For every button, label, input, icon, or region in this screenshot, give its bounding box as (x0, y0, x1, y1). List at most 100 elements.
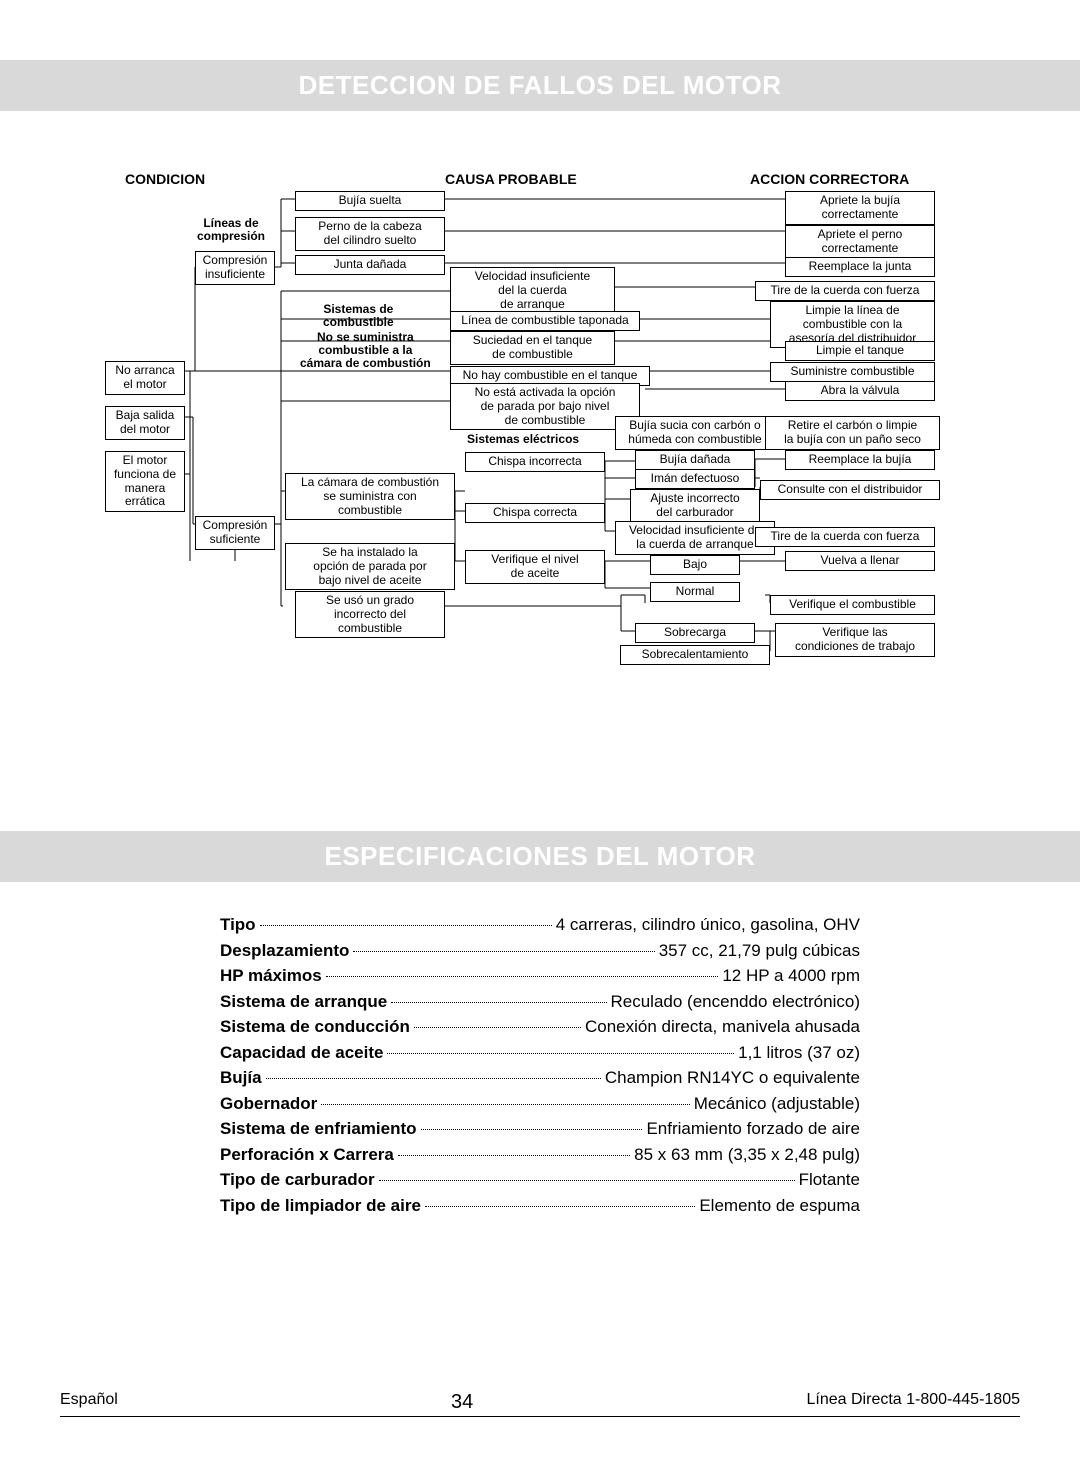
spec-dots (353, 951, 654, 952)
diagram-box-no_arranca: No arranca el motor (105, 361, 185, 395)
spec-row: Sistema de arranque Reculado (encenddo el… (220, 989, 860, 1015)
diagram-box-suciedad: Suciedad en el tanque de combustible (450, 331, 615, 365)
diagram-box-baja_salida: Baja salida del motor (105, 406, 185, 440)
diagram-box-bujia_danada: Bujía dañada (635, 450, 755, 470)
spec-dots (425, 1206, 695, 1207)
spec-value: 357 cc, 21,79 pulg cúbicas (659, 938, 860, 964)
page-footer: Español 34 Línea Directa 1-800-445-1805 (60, 1391, 1020, 1417)
spec-row: Perforación x Carrera 85 x 63 mm (3,35 x … (220, 1142, 860, 1168)
spec-row: Bujía Champion RN14YC o equivalente (220, 1065, 860, 1091)
diagram-box-iman: Imán defectuoso (635, 469, 755, 489)
spec-label: Sistema de enfriamiento (220, 1116, 417, 1142)
diagram-box-verif_nivel: Verifique el nivel de aceite (465, 550, 605, 584)
diagram-box-apriete_perno: Apriete el perno correctamente (785, 225, 935, 259)
diagram-label-sistemas_comb: Sistemas de combustible (323, 303, 394, 329)
diagram-box-vuelva_llenar: Vuelva a llenar (785, 551, 935, 571)
diagram-box-verif_cond: Verifique las condiciones de trabajo (775, 623, 935, 657)
spec-row: Capacidad de aceite 1,1 litros (37 oz) (220, 1040, 860, 1066)
spec-label: Sistema de conducción (220, 1014, 410, 1040)
diagram-box-chispa_cor: Chispa correcta (465, 503, 605, 523)
diagram-box-junta: Junta dañada (295, 255, 445, 275)
spec-value: Conexión directa, manivela ahusada (585, 1014, 860, 1040)
spec-dots (266, 1078, 601, 1079)
footer-right: Línea Directa 1-800-445-1805 (807, 1391, 1020, 1414)
spec-row: Tipo de carburador Flotante (220, 1167, 860, 1193)
diagram-box-comp_insuf: Compresión insuficiente (195, 251, 275, 285)
footer-left: Español (60, 1391, 118, 1414)
diagram-box-sobrecal: Sobrecalentamiento (620, 645, 770, 665)
spec-value: Reculado (encenddo electrónico) (611, 989, 861, 1015)
spec-dots (321, 1104, 689, 1105)
spec-label: HP máximos (220, 963, 322, 989)
diagram-label-sistemas_elec: Sistemas eléctricos (467, 433, 579, 446)
spec-label: Capacidad de aceite (220, 1040, 383, 1066)
diagram-box-vel_insuf_cuerda: Velocidad insuficiente de la cuerda de a… (615, 521, 775, 555)
spec-value: Flotante (799, 1167, 860, 1193)
diagram-box-perno: Perno de la cabeza del cilindro suelto (295, 217, 445, 251)
banner-mid: ESPECIFICACIONES DEL MOTOR (0, 831, 1080, 882)
diagram-box-linea_tap: Línea de combustible taponada (450, 311, 640, 331)
diagram-box-bajo: Bajo (650, 555, 740, 575)
spec-row: Tipo de limpiador de aire Elemento de esp… (220, 1193, 860, 1219)
spec-label: Tipo de limpiador de aire (220, 1193, 421, 1219)
diagram-box-limpie_tanque: Limpie el tanque (785, 341, 935, 361)
banner-top: DETECCION DE FALLOS DEL MOTOR (0, 60, 1080, 111)
diagram-label-lineas_compresion: Líneas de compresión (197, 217, 265, 243)
diagram-box-chispa_inc: Chispa incorrecta (465, 452, 605, 472)
diagram-box-grado_inc: Se usó un grado incorrecto del combustib… (295, 591, 445, 638)
diagram-box-camara_sum: La cámara de combustión se suministra co… (285, 473, 455, 520)
diagram-box-tire_cuerda2: Tire de la cuerda con fuerza (755, 527, 935, 547)
diagram-header-causa: CAUSA PROBABLE (445, 171, 577, 187)
diagram-header-accion: ACCION CORRECTORA (750, 171, 909, 187)
spec-dots (387, 1053, 734, 1054)
diagram-box-bujia_suelta: Bujía suelta (295, 191, 445, 211)
diagram-box-apriete_bujia: Apriete la bujía correctamente (785, 191, 935, 225)
diagram-box-ajuste_carb: Ajuste incorrecto del carburador (630, 489, 760, 523)
diagram-box-normal: Normal (650, 582, 740, 602)
spec-label: Bujía (220, 1065, 262, 1091)
spec-label: Perforación x Carrera (220, 1142, 394, 1168)
spec-value: Champion RN14YC o equivalente (605, 1065, 860, 1091)
spec-dots (260, 925, 552, 926)
diagram-box-suministre: Suministre combustible (770, 362, 935, 382)
diagram-box-tire_cuerda: Tire de la cuerda con fuerza (755, 281, 935, 301)
footer-page: 34 (451, 1391, 473, 1414)
spec-dots (326, 976, 719, 977)
diagram-box-retire_carbon: Retire el carbón o limpie la bujía con u… (765, 416, 940, 450)
diagram-box-verif_comb: Verifique el combustible (770, 595, 935, 615)
spec-dots (421, 1129, 643, 1130)
diagram-box-no_activada: No está activada la opción de parada por… (450, 383, 640, 430)
spec-dots (398, 1155, 630, 1156)
spec-value: Mecánico (adjustable) (694, 1091, 860, 1117)
diagram-box-sobrecarga: Sobrecarga (635, 623, 755, 643)
diagram-label-no_suministra: No se suministra combustible a la cámara… (300, 331, 431, 371)
spec-value: 1,1 litros (37 oz) (738, 1040, 860, 1066)
diagram-box-vel_insuf: Velocidad insuficiente del la cuerda de … (450, 267, 615, 314)
spec-label: Gobernador (220, 1091, 317, 1117)
diagram-box-instalado: Se ha instalado la opción de parada por … (285, 543, 455, 590)
diagram-box-reemplace_junta: Reemplace la junta (785, 257, 935, 277)
spec-value: Enfriamiento forzado de aire (646, 1116, 860, 1142)
diagram-header-condicion: CONDICION (125, 171, 205, 187)
spec-dots (414, 1027, 581, 1028)
diagram-box-comp_suf: Compresión suficiente (195, 516, 275, 550)
spec-row: Tipo 4 carreras, cilindro único, gasolina… (220, 912, 860, 938)
spec-row: Desplazamiento 357 cc, 21,79 pulg cúbicas (220, 938, 860, 964)
troubleshoot-diagram: CONDICION CAUSA PROBABLE ACCION CORRECTORA… (105, 171, 975, 711)
specs-list: Tipo 4 carreras, cilindro único, gasolina… (220, 912, 860, 1218)
spec-value: 85 x 63 mm (3,35 x 2,48 pulg) (634, 1142, 860, 1168)
spec-dots (379, 1180, 795, 1181)
spec-row: Gobernador Mecánico (adjustable) (220, 1091, 860, 1117)
spec-label: Tipo de carburador (220, 1167, 375, 1193)
spec-label: Tipo (220, 912, 256, 938)
diagram-box-consulte_dist: Consulte con el distribuidor (760, 480, 940, 500)
diagram-box-funciona_err: El motor funciona de manera errática (105, 451, 185, 512)
spec-label: Desplazamiento (220, 938, 349, 964)
spec-row: Sistema de conducción Conexión directa, m… (220, 1014, 860, 1040)
spec-value: 4 carreras, cilindro único, gasolina, OH… (556, 912, 860, 938)
spec-row: Sistema de enfriamiento Enfriamiento forz… (220, 1116, 860, 1142)
diagram-box-reemplace_bujia: Reemplace la bujía (785, 450, 935, 470)
spec-label: Sistema de arranque (220, 989, 387, 1015)
spec-value: 12 HP a 4000 rpm (722, 963, 860, 989)
spec-value: Elemento de espuma (699, 1193, 860, 1219)
